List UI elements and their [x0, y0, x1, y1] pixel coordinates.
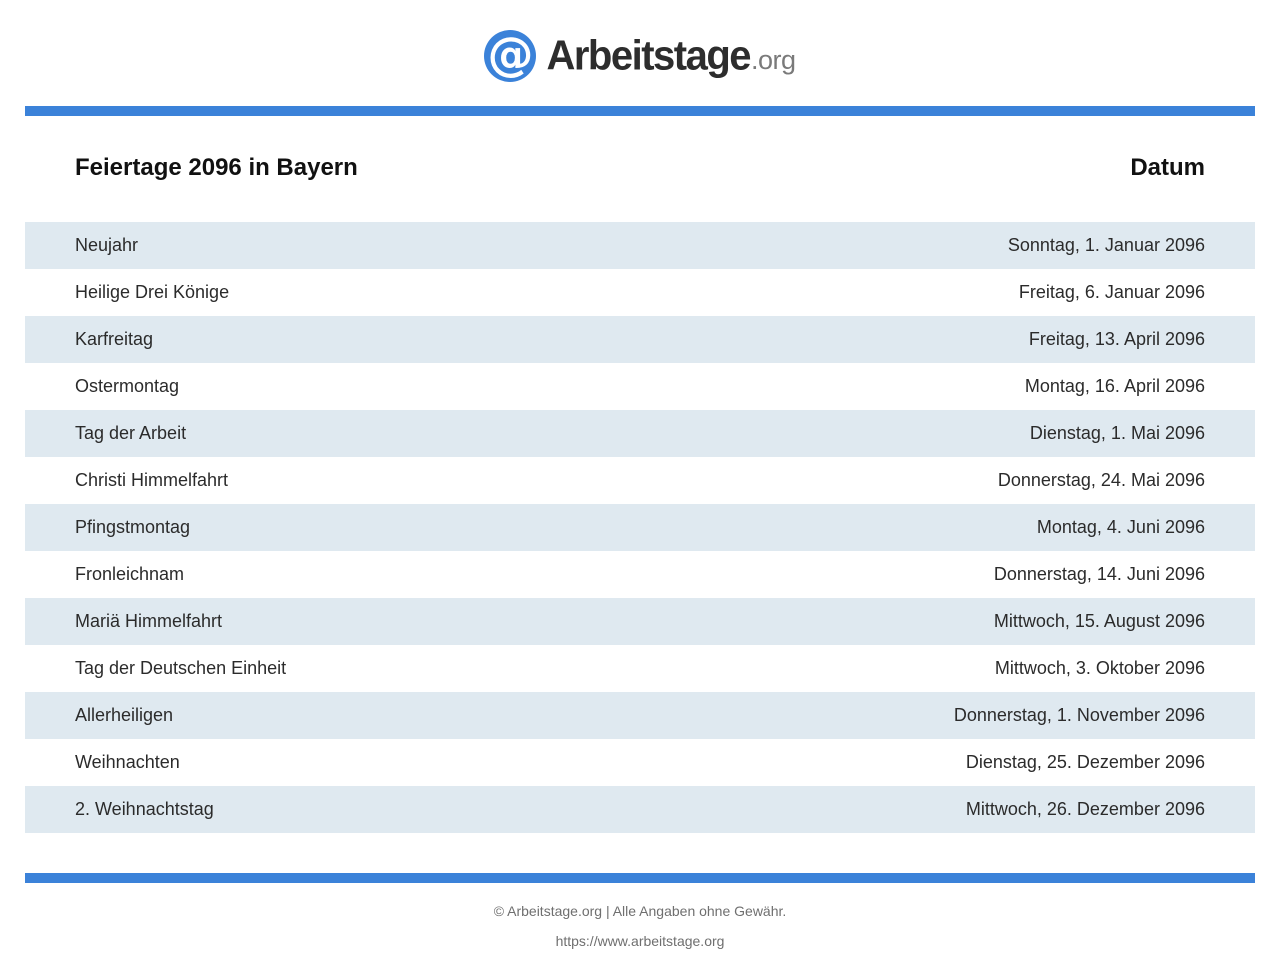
page-title: Feiertage 2096 in Bayern [75, 154, 358, 181]
holiday-name: Fronleichnam [75, 564, 185, 584]
table-row: 2. Weihnachtstag Mittwoch, 26. Dezember 2… [25, 786, 1255, 833]
logo-wordmark: Arbeitstage .org [546, 32, 796, 79]
holiday-name: Mariä Himmelfahrt [75, 611, 223, 631]
top-divider [25, 106, 1255, 116]
date-column-header: Datum [1130, 154, 1205, 181]
holiday-name: Heilige Drei Könige [75, 282, 230, 302]
holiday-date: Mittwoch, 3. Oktober 2096 [994, 658, 1205, 678]
table-row: Weihnachten Dienstag, 25. Dezember 2096 [25, 739, 1255, 786]
holiday-name: Tag der Arbeit [75, 423, 187, 443]
holiday-date: Donnerstag, 1. November 2096 [953, 705, 1205, 725]
site-logo[interactable]: @ Arbeitstage .org [0, 28, 1280, 84]
holiday-name: Ostermontag [75, 376, 180, 396]
holiday-name: Tag der Deutschen Einheit [75, 658, 287, 678]
table-row: Neujahr Sonntag, 1. Januar 2096 [25, 222, 1255, 269]
holiday-date: Montag, 4. Juni 2096 [1036, 517, 1205, 537]
footer-copyright: © Arbeitstage.org | Alle Angaben ohne Ge… [493, 903, 787, 919]
table-row: Allerheiligen Donnerstag, 1. November 209… [25, 692, 1255, 739]
bottom-divider [25, 873, 1255, 883]
holiday-date: Freitag, 6. Januar 2096 [1018, 282, 1205, 302]
holiday-name: Weihnachten [75, 752, 180, 772]
holiday-name: Pfingstmontag [75, 517, 191, 537]
holiday-name: Neujahr [75, 235, 139, 255]
holiday-date: Freitag, 13. April 2096 [1028, 329, 1205, 349]
holiday-date: Dienstag, 25. Dezember 2096 [965, 752, 1205, 772]
holiday-name: Karfreitag [75, 329, 154, 349]
table-row: Mariä Himmelfahrt Mittwoch, 15. August 20… [25, 598, 1255, 645]
table-row: Tag der Deutschen Einheit Mittwoch, 3. Ok… [25, 645, 1255, 692]
logo-tld: .org [751, 44, 796, 75]
footer-url[interactable]: https://www.arbeitstage.org [555, 933, 725, 949]
table-row: Pfingstmontag Montag, 4. Juni 2096 [25, 504, 1255, 551]
holiday-date: Montag, 16. April 2096 [1024, 376, 1205, 396]
holiday-date: Mittwoch, 15. August 2096 [993, 611, 1205, 631]
holiday-date: Donnerstag, 14. Juni 2096 [993, 564, 1205, 584]
holiday-date: Dienstag, 1. Mai 2096 [1029, 423, 1205, 443]
holiday-date: Donnerstag, 24. Mai 2096 [997, 470, 1205, 490]
at-sign-icon: @ [484, 30, 537, 82]
holiday-name: Christi Himmelfahrt [75, 470, 229, 490]
table-row: Heilige Drei Könige Freitag, 6. Januar 20… [25, 269, 1255, 316]
table-row: Karfreitag Freitag, 13. April 2096 [25, 316, 1255, 363]
holiday-name: 2. Weihnachtstag [75, 799, 214, 819]
holiday-name: Allerheiligen [75, 705, 174, 725]
logo-name: Arbeitstage [546, 32, 751, 79]
table-row: Christi Himmelfahrt Donnerstag, 24. Mai 2… [25, 457, 1255, 504]
table-header: Feiertage 2096 in Bayern Datum [25, 150, 1255, 190]
holiday-date: Sonntag, 1. Januar 2096 [1007, 235, 1205, 255]
holiday-date: Mittwoch, 26. Dezember 2096 [965, 799, 1205, 819]
table-row: Fronleichnam Donnerstag, 14. Juni 2096 [25, 551, 1255, 598]
table-row: Tag der Arbeit Dienstag, 1. Mai 2096 [25, 410, 1255, 457]
table-row: Ostermontag Montag, 16. April 2096 [25, 363, 1255, 410]
holiday-table: Neujahr Sonntag, 1. Januar 2096 Heilige Dr… [25, 222, 1255, 833]
